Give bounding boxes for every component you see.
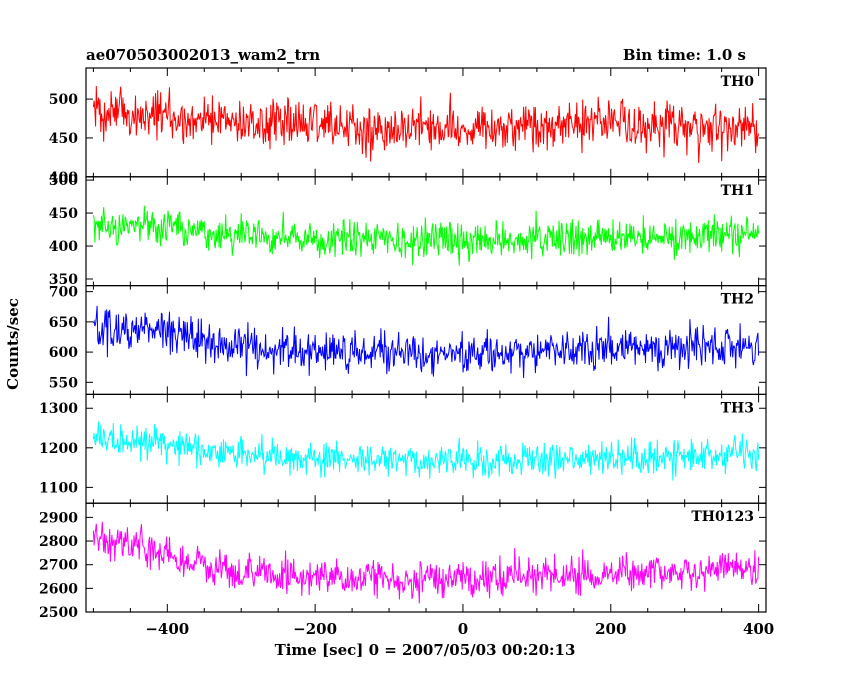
y-tick-label: 650: [49, 315, 78, 331]
y-tick-label: 400: [49, 239, 78, 255]
series-label-th3: TH3: [721, 400, 754, 416]
series-line-th1: [92, 205, 760, 266]
x-tick-labels: −400 −200 0 200 400: [145, 620, 774, 638]
y-tick-label: 700: [49, 285, 78, 301]
y-tick-label: 400: [49, 170, 78, 186]
series-line-th3: [92, 421, 760, 481]
y-tick-label: 350: [49, 272, 78, 288]
series-label-th0123: TH0123: [691, 509, 754, 525]
panel-th0: 400 450 500 TH0: [49, 67, 767, 186]
y-tick-label: 2700: [39, 558, 78, 574]
y-tick-label: 550: [49, 375, 78, 391]
series-label-th0: TH0: [721, 74, 755, 90]
series-line-th0123: [92, 521, 760, 604]
panel-th1: 350 400 450 500 TH1: [49, 173, 767, 288]
y-tick-label: 1200: [39, 441, 78, 457]
panel-th2: 550 600 650 700 TH2: [49, 285, 767, 396]
y-tick-label: 600: [49, 345, 78, 361]
x-tick-label: −200: [293, 620, 337, 638]
bin-time-label: Bin time: 1.0 s: [623, 46, 746, 64]
x-axis-label: Time [sec] 0 = 2007/05/03 00:20:13: [275, 641, 576, 659]
y-tick-label: 2500: [39, 605, 78, 621]
series-line-th0: [92, 85, 760, 164]
y-tick-label: 500: [49, 92, 78, 108]
y-tick-label: 500: [49, 173, 78, 189]
series-label-th1: TH1: [721, 183, 754, 199]
y-tick-label: 2600: [39, 581, 78, 597]
y-tick-label: 450: [49, 131, 78, 147]
plot-title: ae070503002013_wam2_trn: [86, 46, 320, 64]
panels-group: 400 450 500 TH0 350 400 450 500 TH1 550 600 650 700 T…: [39, 67, 767, 621]
y-tick-label: 2800: [39, 534, 78, 550]
panel-th3: 1100 1200 1300 TH3: [39, 393, 767, 504]
series-line-th2: [92, 305, 760, 379]
x-tick-label: 200: [595, 620, 626, 638]
series-label-th2: TH2: [721, 292, 754, 308]
panel-th0123: 2500 2600 2700 2800 2900 TH0123: [39, 502, 767, 621]
y-tick-label: 450: [49, 206, 78, 222]
y-tick-label: 1100: [39, 480, 78, 496]
x-tick-label: 400: [743, 620, 774, 638]
y-tick-label: 2900: [39, 510, 78, 526]
x-tick-label: 0: [458, 620, 468, 638]
x-tick-label: −400: [145, 620, 189, 638]
y-tick-label: 1300: [39, 401, 78, 417]
y-axis-label: Counts/sec: [4, 298, 22, 390]
